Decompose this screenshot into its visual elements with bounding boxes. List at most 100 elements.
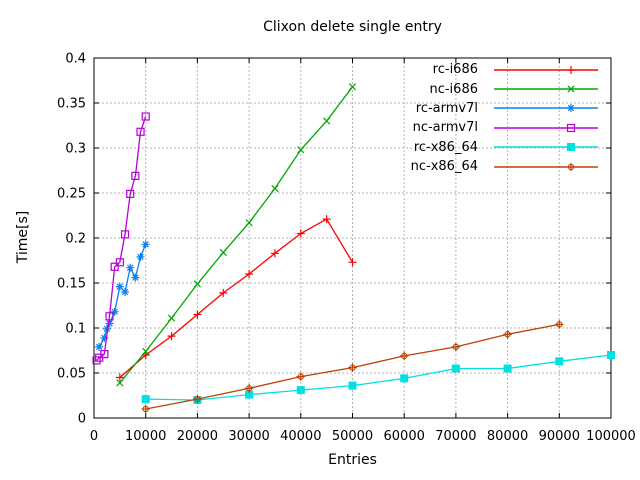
x-tick-label: 80000 <box>487 429 528 444</box>
series-line <box>119 218 354 378</box>
data-point-marker <box>194 395 201 403</box>
x-tick-label: 20000 <box>177 429 218 444</box>
legend-line-sample <box>494 104 598 113</box>
y-tick-label: 0.2 <box>65 232 86 247</box>
data-point-marker <box>504 331 511 338</box>
x-tick-label: 40000 <box>280 429 321 444</box>
legend-label: rc-x86_64 <box>413 139 478 155</box>
data-point-marker <box>142 347 150 356</box>
data-point-marker <box>451 364 460 373</box>
data-point-marker <box>193 280 202 288</box>
data-point-marker <box>296 229 305 238</box>
y-tick-label: 0 <box>78 412 86 427</box>
x-tick-label: 30000 <box>228 429 269 444</box>
data-point-marker <box>401 352 408 360</box>
data-point-marker <box>567 85 575 93</box>
series-line <box>98 244 147 348</box>
legend-label: nc-x86_64 <box>410 159 478 175</box>
legend-line-sample <box>494 162 598 171</box>
legend-item: nc-i686 <box>340 79 598 98</box>
data-point-marker <box>567 104 575 113</box>
data-point-marker <box>110 262 119 271</box>
x-tick-label: 70000 <box>435 429 476 444</box>
data-point-marker <box>121 288 130 296</box>
data-point-marker <box>296 386 305 395</box>
y-tick-label: 0.15 <box>57 277 86 292</box>
data-point-marker <box>270 249 279 258</box>
data-point-marker <box>92 356 101 365</box>
data-point-marker <box>567 143 575 152</box>
data-point-marker <box>297 373 304 380</box>
legend-item: nc-armv7l <box>340 118 598 137</box>
x-tick-label: 50000 <box>332 429 373 444</box>
data-point-marker <box>102 324 111 333</box>
data-point-marker <box>95 342 104 351</box>
legend-label: nc-armv7l <box>412 120 478 136</box>
y-tick-label: 0.25 <box>57 187 86 202</box>
data-point-marker <box>110 307 119 316</box>
legend-item: rc-armv7l <box>340 99 598 118</box>
data-point-marker <box>245 390 254 399</box>
data-point-marker <box>193 310 202 319</box>
x-axis-label: Entries <box>328 452 377 468</box>
y-tick-label: 0.3 <box>65 142 86 157</box>
data-point-marker <box>400 374 409 383</box>
legend-label: nc-i686 <box>429 81 478 97</box>
chart-title: Clixon delete single entry <box>263 19 442 35</box>
data-point-marker <box>567 65 575 74</box>
data-point-marker <box>167 332 176 341</box>
data-point-marker <box>245 219 253 227</box>
x-tick-label: 90000 <box>539 429 580 444</box>
y-tick-label: 0.4 <box>65 52 86 67</box>
data-point-marker <box>141 395 150 404</box>
data-point-marker <box>141 240 150 249</box>
legend-label: rc-i686 <box>432 62 478 78</box>
legend-item: nc-x86_64 <box>340 157 598 176</box>
legend-item: rc-i686 <box>340 60 598 79</box>
data-point-marker <box>167 314 176 322</box>
data-point-marker <box>131 273 140 282</box>
data-point-marker <box>555 357 564 366</box>
data-point-marker <box>556 321 563 328</box>
data-point-marker <box>100 350 109 359</box>
data-point-marker <box>120 230 130 239</box>
data-point-marker <box>349 364 356 371</box>
legend-line-sample <box>494 123 598 132</box>
data-point-marker <box>348 258 357 267</box>
x-tick-label: 10000 <box>125 429 166 444</box>
x-tick-label: 60000 <box>384 429 425 444</box>
data-point-marker <box>348 381 357 390</box>
data-point-marker <box>105 312 114 321</box>
data-point-marker <box>219 248 227 257</box>
data-point-marker <box>116 379 124 387</box>
data-point-marker <box>348 83 357 91</box>
legend-label: rc-armv7l <box>415 100 478 116</box>
data-point-marker <box>219 288 228 297</box>
data-point-marker <box>323 117 331 125</box>
data-point-marker <box>607 351 615 359</box>
series-line <box>145 354 612 401</box>
data-point-marker <box>136 127 145 136</box>
legend: rc-i686 nc-i686 rc-armv7l nc-armv7l rc-x… <box>340 60 598 176</box>
x-tick-label: 100000 <box>586 429 636 444</box>
data-point-marker <box>245 270 254 278</box>
data-point-marker <box>100 333 109 342</box>
data-point-marker <box>141 112 150 121</box>
data-point-marker <box>567 163 575 170</box>
data-point-marker <box>126 189 135 198</box>
data-point-marker <box>566 123 576 132</box>
data-point-marker <box>297 146 305 154</box>
data-point-marker <box>271 184 279 193</box>
data-point-marker <box>136 252 145 261</box>
data-point-marker <box>126 263 135 272</box>
data-point-marker <box>115 258 124 267</box>
data-point-marker <box>131 171 140 180</box>
data-point-marker <box>245 385 253 392</box>
series-line <box>119 86 354 384</box>
y-tick-label: 0.1 <box>65 322 86 337</box>
legend-line-sample <box>494 65 598 74</box>
data-point-marker <box>115 373 124 382</box>
data-point-marker <box>503 364 512 373</box>
